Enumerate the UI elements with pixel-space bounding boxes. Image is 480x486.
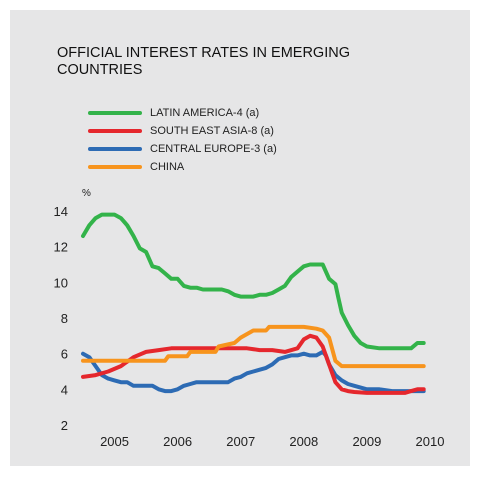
y-tick-label: 8	[61, 311, 68, 326]
x-axis: 2005 2006 2007 2008 2009 2010	[100, 434, 444, 449]
y-axis: 2 4 6 8 10 12 14	[54, 204, 68, 433]
legend-swatch-central-europe	[88, 147, 142, 151]
x-tick-label: 2009	[352, 434, 381, 449]
x-tick-label: 2006	[163, 434, 192, 449]
y-tick-label: 10	[54, 275, 68, 290]
legend-label-south-east-asia: SOUTH EAST ASIA-8 (a)	[150, 125, 274, 137]
legend-item-latin-america: LATIN AMERICA-4 (a)	[88, 105, 259, 121]
x-tick-label: 2007	[226, 434, 255, 449]
y-tick-label: 6	[61, 347, 68, 362]
x-tick-label: 2008	[289, 434, 318, 449]
series-line-south-east-asia	[81, 333, 426, 395]
y-tick-label: 12	[54, 240, 68, 255]
legend-label-central-europe: CENTRAL EUROPE-3 (a)	[150, 143, 277, 155]
legend-swatch-latin-america	[88, 111, 142, 115]
x-tick-label: 2010	[416, 434, 445, 449]
series-lines	[81, 212, 426, 395]
legend-item-central-europe: CENTRAL EUROPE-3 (a)	[88, 141, 277, 157]
y-axis-unit-label: %	[82, 188, 91, 199]
legend-label-china: CHINA	[150, 161, 185, 173]
y-tick-label: 14	[54, 204, 68, 219]
chart-title: OFFICIAL INTEREST RATES IN EMERGING COUN…	[57, 45, 350, 78]
legend-swatch-china	[88, 165, 142, 169]
series-line-central-europe	[81, 349, 426, 394]
y-tick-label: 2	[61, 418, 68, 433]
legend-item-china: CHINA	[88, 159, 184, 175]
legend-label-latin-america: LATIN AMERICA-4 (a)	[150, 107, 260, 119]
series-line-china	[81, 324, 426, 369]
x-tick-label: 2005	[100, 434, 129, 449]
legend-swatch-south-east-asia	[88, 129, 142, 133]
series-line-latin-america	[81, 212, 426, 351]
y-tick-label: 4	[61, 382, 68, 397]
legend-item-south-east-asia: SOUTH EAST ASIA-8 (a)	[88, 123, 274, 139]
